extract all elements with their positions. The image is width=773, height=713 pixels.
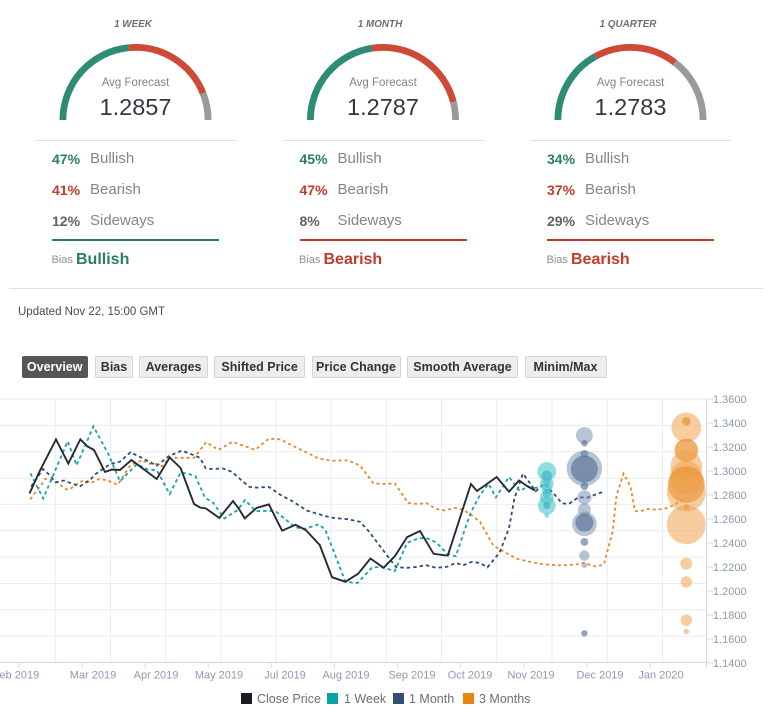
svg-text:Dec 2019: Dec 2019 <box>576 670 623 682</box>
svg-text:Jan 2020: Jan 2020 <box>638 670 683 682</box>
svg-text:1.1600: 1.1600 <box>713 634 747 646</box>
svg-text:1.3000: 1.3000 <box>713 466 747 478</box>
svg-text:1.3600: 1.3600 <box>713 394 747 406</box>
svg-text:Oct 2019: Oct 2019 <box>448 670 493 682</box>
svg-text:Mar 2019: Mar 2019 <box>70 670 116 682</box>
svg-text:May 2019: May 2019 <box>195 670 243 682</box>
svg-text:Sep 2019: Sep 2019 <box>388 670 435 682</box>
svg-text:Nov 2019: Nov 2019 <box>507 670 554 682</box>
svg-text:Jul 2019: Jul 2019 <box>264 670 306 682</box>
svg-text:Aug 2019: Aug 2019 <box>322 670 369 682</box>
svg-text:1.2000: 1.2000 <box>713 586 747 598</box>
svg-text:Apr 2019: Apr 2019 <box>134 670 179 682</box>
svg-text:1.2200: 1.2200 <box>713 562 747 574</box>
svg-text:Feb 2019: Feb 2019 <box>0 670 39 682</box>
svg-text:1.2800: 1.2800 <box>713 490 747 502</box>
svg-text:1.2400: 1.2400 <box>713 538 747 550</box>
svg-text:1.2600: 1.2600 <box>713 514 747 526</box>
svg-text:1.1400: 1.1400 <box>713 658 747 670</box>
svg-text:1.1800: 1.1800 <box>713 610 747 622</box>
svg-text:1.3200: 1.3200 <box>713 442 747 454</box>
svg-text:1.3400: 1.3400 <box>713 418 747 430</box>
